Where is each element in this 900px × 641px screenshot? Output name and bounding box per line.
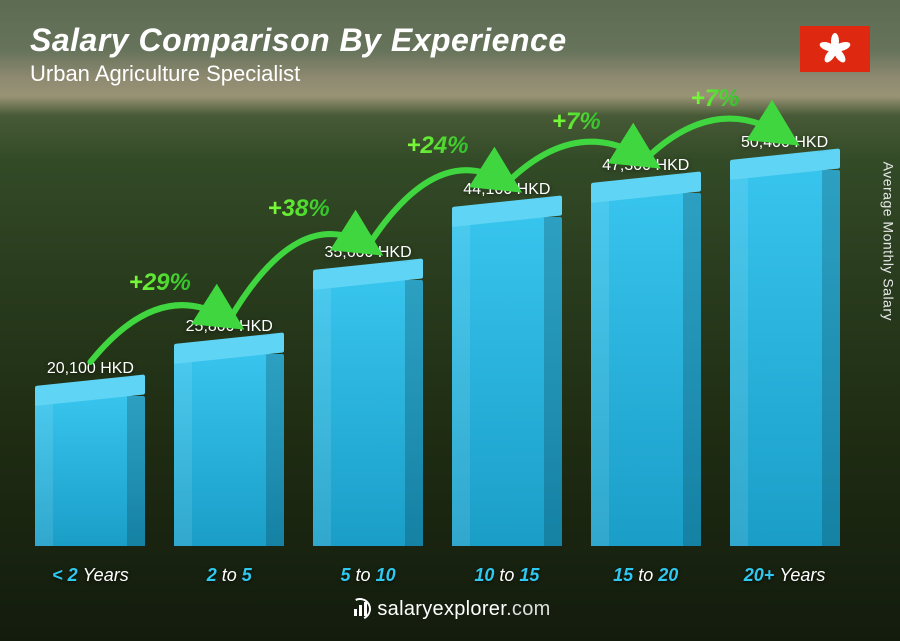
salary-bar xyxy=(313,280,423,546)
salary-bar xyxy=(730,170,840,546)
bar-top-face xyxy=(452,195,562,227)
bar-slot: 47,300 HKD xyxy=(585,110,706,546)
x-axis: < 2 Years 2 to 5 5 to 10 10 to 15 15 to 20 20… xyxy=(30,565,845,586)
bar-slot: 44,100 HKD xyxy=(446,110,567,546)
x-axis-label: 15 to 20 xyxy=(585,565,706,586)
logo-icon xyxy=(349,598,371,620)
x-axis-label: 10 to 15 xyxy=(446,565,567,586)
salary-value-label: 25,800 HKD xyxy=(186,318,273,336)
bar-top-face xyxy=(174,332,284,364)
salary-value-label: 20,100 HKD xyxy=(47,360,134,378)
infographic-container: Salary Comparison By Experience Urban Ag… xyxy=(0,0,900,641)
salary-value-label: 44,100 HKD xyxy=(463,181,550,199)
bauhinia-flower-icon xyxy=(818,32,852,66)
salary-bar xyxy=(174,354,284,546)
bar-slot: 20,100 HKD xyxy=(30,110,151,546)
salary-value-label: 50,400 HKD xyxy=(741,134,828,152)
chart-title: Salary Comparison By Experience xyxy=(30,22,870,59)
bar-top-face xyxy=(35,374,145,406)
salary-value-label: 35,600 HKD xyxy=(324,244,411,262)
x-axis-label: < 2 Years xyxy=(30,565,151,586)
salary-bar xyxy=(35,396,145,546)
bar-slot: 25,800 HKD xyxy=(169,110,290,546)
percent-increase-label: +7% xyxy=(691,85,740,112)
bar-top-face xyxy=(313,258,423,290)
x-axis-label: 5 to 10 xyxy=(308,565,429,586)
hong-kong-flag-icon xyxy=(800,26,870,72)
bars-container: 20,100 HKD 25,800 HKD 35,600 HKD 44,100 HKD… xyxy=(30,110,845,546)
x-axis-label: 2 to 5 xyxy=(169,565,290,586)
site-logo: salaryexplorer.com xyxy=(349,598,550,621)
bar-slot: 50,400 HKD xyxy=(724,110,845,546)
y-axis-label: Average Monthly Salary xyxy=(880,161,896,320)
chart-area: 20,100 HKD 25,800 HKD 35,600 HKD 44,100 HKD… xyxy=(30,110,845,546)
salary-bar xyxy=(452,217,562,546)
chart-subtitle: Urban Agriculture Specialist xyxy=(30,61,870,87)
bar-top-face xyxy=(730,148,840,180)
salary-value-label: 47,300 HKD xyxy=(602,157,689,175)
footer: salaryexplorer.com xyxy=(0,598,900,626)
salary-bar xyxy=(591,193,701,546)
bar-slot: 35,600 HKD xyxy=(308,110,429,546)
site-name: salaryexplorer.com xyxy=(377,598,550,621)
x-axis-label: 20+ Years xyxy=(724,565,845,586)
bar-top-face xyxy=(591,171,701,203)
header: Salary Comparison By Experience Urban Ag… xyxy=(30,22,870,87)
